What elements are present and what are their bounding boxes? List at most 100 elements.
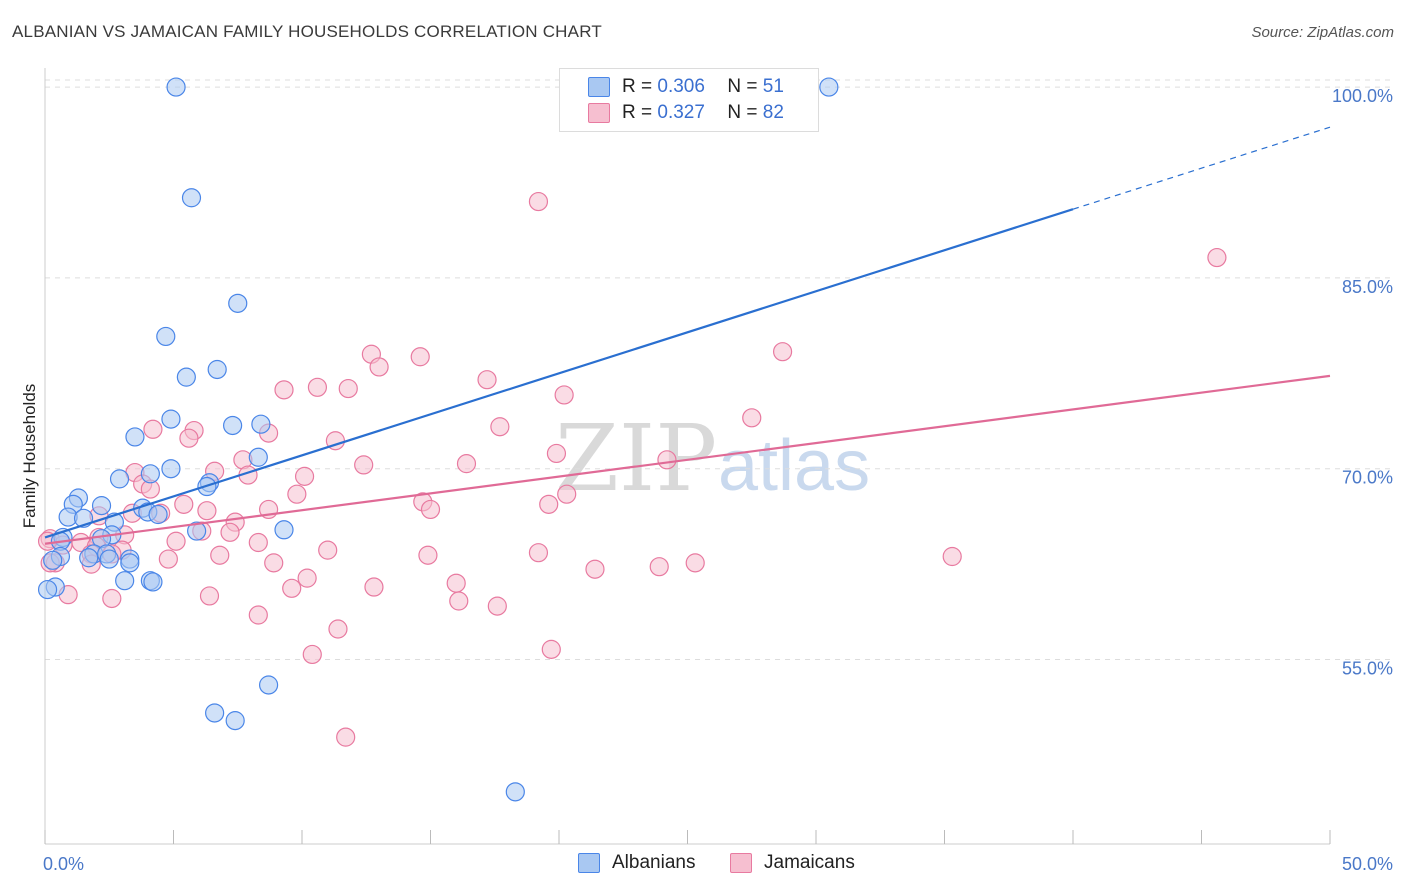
albanian-point — [225, 711, 245, 731]
jamaican-point — [158, 549, 178, 569]
albanian-point — [228, 293, 248, 313]
jamaican-point — [287, 484, 307, 504]
albanian-point — [37, 579, 58, 600]
albanian-point — [43, 550, 63, 570]
albanians-swatch — [588, 77, 610, 97]
jamaican-point — [546, 443, 567, 464]
legend-item-albanians[interactable]: Albanians — [578, 852, 695, 874]
jamaican-point — [336, 727, 356, 747]
jamaican-point — [174, 494, 194, 514]
jamaican-point — [446, 573, 466, 593]
jamaican-point — [557, 484, 577, 504]
legend-item-jamaicans[interactable]: Jamaicans — [730, 852, 855, 874]
albanian-point — [187, 521, 207, 541]
legend-row-albanians: R = 0.306 N = 51 — [588, 75, 784, 99]
jamaican-point — [541, 639, 561, 659]
jamaican-point — [477, 370, 497, 390]
jamaicans-swatch — [588, 103, 610, 123]
jamaican-point — [449, 591, 469, 611]
jamaican-point — [420, 499, 441, 520]
legend-label-jamaicans: Jamaicans — [764, 852, 855, 873]
jamaican-point — [554, 385, 574, 405]
legend-n-value: 51 — [762, 76, 784, 97]
jamaican-point — [585, 559, 605, 579]
jamaican-point — [772, 342, 793, 362]
jamaican-point — [220, 522, 240, 542]
albanian-point — [91, 496, 112, 516]
jamaican-point — [248, 532, 268, 553]
jamaican-point — [528, 543, 549, 563]
jamaican-point — [410, 347, 430, 367]
chart-title: ALBANIAN VS JAMAICAN FAMILY HOUSEHOLDS C… — [12, 22, 602, 41]
source-label: Source: ZipAtlas.com — [1251, 24, 1394, 41]
albanian-point — [176, 367, 196, 387]
jamaican-point — [338, 378, 358, 399]
jamaican-point — [143, 419, 163, 439]
albanian-point — [505, 782, 525, 802]
albanian-point — [161, 459, 181, 479]
jamaican-point — [1207, 247, 1227, 268]
albanian-point — [156, 326, 176, 347]
albanian-point — [181, 188, 202, 208]
y-tick-label: 85.0% — [1342, 277, 1393, 297]
jamaican-point — [264, 553, 284, 573]
jamaican-point — [942, 546, 962, 567]
albanians-trend-extension — [1072, 126, 1331, 210]
series-legend: Albanians Jamaicans — [0, 852, 1406, 876]
x-tick-label: 0.0% — [43, 854, 84, 874]
albanian-point — [148, 504, 168, 525]
albanian-point — [109, 469, 130, 489]
x-tick-label: 50.0% — [1342, 854, 1393, 874]
albanians-swatch — [578, 853, 600, 873]
albanian-point — [143, 572, 163, 592]
albanian-point — [248, 447, 268, 467]
axis-labels: 55.0% 70.0% 85.0% 100.0% 0.0% 50.0% Family Hou… — [20, 86, 1393, 874]
legend-r-value: 0.327 — [657, 102, 705, 123]
gridlines — [45, 79, 1395, 661]
jamaicans-swatch — [730, 853, 752, 873]
jamaican-point — [742, 408, 762, 428]
albanians-points — [37, 77, 839, 802]
jamaican-point — [302, 644, 322, 665]
jamaican-point — [166, 531, 186, 551]
correlation-legend: R = 0.306 N = 51 R = 0.327 N = 82 — [559, 68, 819, 132]
jamaican-point — [685, 553, 705, 573]
legend-n-label: N = — [727, 102, 758, 123]
albanian-point — [251, 414, 271, 434]
jamaican-point — [456, 454, 477, 474]
albanian-point — [120, 553, 140, 573]
y-tick-label: 100.0% — [1332, 86, 1393, 106]
legend-r-label: R = — [622, 76, 653, 97]
albanian-point — [819, 77, 839, 97]
jamaican-point — [294, 466, 315, 486]
jamaican-point — [657, 450, 677, 470]
jamaican-point — [199, 586, 220, 606]
legend-label-albanians: Albanians — [612, 852, 696, 873]
jamaican-point — [364, 577, 384, 597]
jamaican-point — [369, 357, 389, 377]
jamaicans-trend-line — [44, 374, 1331, 545]
jamaican-point — [490, 417, 510, 437]
legend-r-value: 0.306 — [657, 76, 705, 97]
albanian-point — [140, 464, 160, 484]
albanian-point — [223, 415, 243, 436]
y-axis-label: Family Households — [20, 384, 39, 529]
jamaican-point — [307, 377, 328, 397]
albanian-point — [205, 703, 225, 723]
albanian-point — [258, 675, 279, 695]
jamaican-point — [282, 578, 302, 598]
jamaican-point — [179, 428, 199, 448]
axes — [44, 68, 1331, 845]
jamaican-point — [328, 619, 348, 639]
albanian-point — [99, 549, 119, 569]
albanians-trend-line — [44, 208, 1074, 539]
trend-lines — [44, 126, 1331, 545]
albanian-point — [79, 548, 99, 568]
y-tick-label: 70.0% — [1342, 468, 1393, 488]
albanian-point — [125, 427, 145, 447]
jamaican-point — [102, 588, 122, 609]
albanian-point — [166, 77, 186, 97]
legend-row-jamaicans: R = 0.327 N = 82 — [588, 101, 784, 125]
y-tick-label: 55.0% — [1342, 659, 1393, 679]
